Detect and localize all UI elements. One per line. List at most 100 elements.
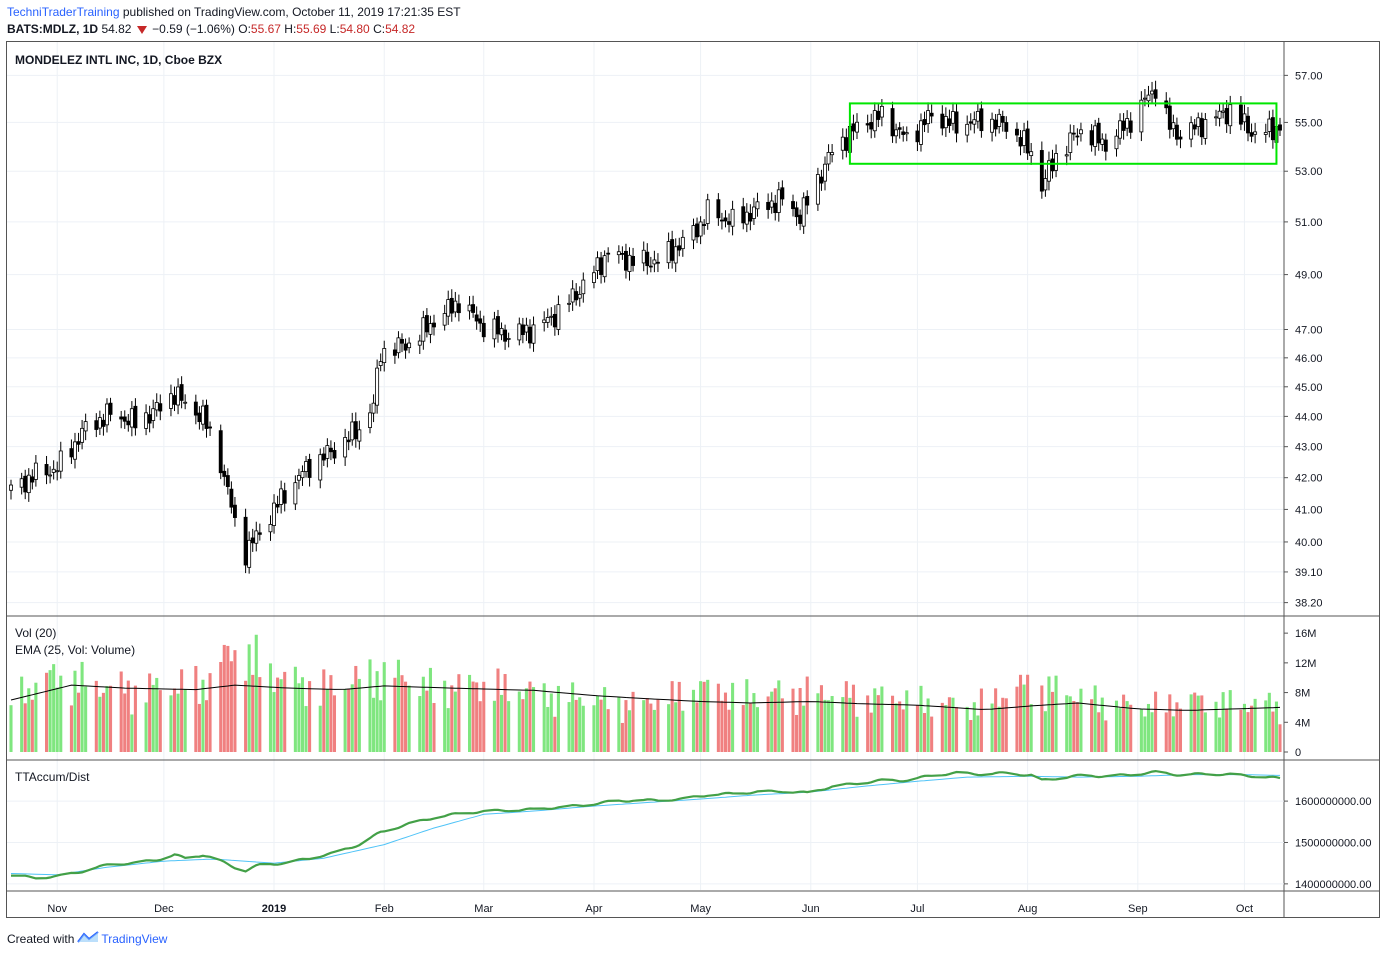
volume-bar xyxy=(34,682,38,752)
volume-bar xyxy=(1239,709,1243,752)
volume-bar xyxy=(492,700,496,752)
candle-body xyxy=(581,279,586,295)
candle-body xyxy=(528,326,532,344)
volume-bar xyxy=(1026,674,1030,752)
volume-bar xyxy=(851,684,855,752)
volume-bar xyxy=(930,716,934,752)
volume-bar xyxy=(450,685,454,752)
x-tick-label: Nov xyxy=(47,903,67,915)
price-y-tick-label: 51.00 xyxy=(1295,217,1323,229)
candle-body xyxy=(904,132,909,135)
chart-area[interactable]: Nov Dec 2019 Feb Mar Apr May Jun Jul Aug Sep Oct 57.… xyxy=(0,0,1387,930)
volume-bar xyxy=(549,693,553,752)
candle-body xyxy=(122,416,127,422)
candle-body xyxy=(748,212,753,222)
candle-body xyxy=(897,127,902,130)
candle-body xyxy=(776,189,781,213)
x-tick-label: Jun xyxy=(802,903,820,915)
volume-bar xyxy=(400,675,404,752)
volume-bar xyxy=(748,703,752,752)
volume-bar xyxy=(869,712,873,752)
candle-body xyxy=(1050,158,1055,172)
candle-body xyxy=(943,116,948,129)
volume-bar xyxy=(1118,708,1122,752)
volume-bar xyxy=(155,677,159,752)
candle-body xyxy=(275,504,280,508)
volume-bar xyxy=(578,697,582,752)
candle-body xyxy=(197,412,202,423)
volume-bar xyxy=(1203,712,1207,752)
candle-body xyxy=(1278,124,1282,131)
candle-body xyxy=(325,445,330,459)
candle-body xyxy=(947,118,952,126)
candle-body xyxy=(1004,122,1009,132)
volume-bar xyxy=(1114,700,1119,752)
accumdist-pane-title: TTAccum/Dist xyxy=(15,770,90,784)
volume-bar xyxy=(1267,692,1271,752)
volume-bar xyxy=(350,684,354,752)
volume-bar xyxy=(898,701,902,752)
candle-body xyxy=(645,251,650,267)
volume-bar xyxy=(556,685,560,752)
volume-bar xyxy=(546,706,550,752)
candle-body xyxy=(577,293,582,299)
volume-bar xyxy=(151,684,155,752)
volume-bar xyxy=(1218,717,1222,752)
volume-bar xyxy=(84,686,88,752)
candle-body xyxy=(499,328,504,336)
volume-bar xyxy=(766,696,770,752)
candle-body xyxy=(1068,132,1073,153)
volume-bar xyxy=(77,692,81,752)
candle-body xyxy=(169,393,173,409)
volume-bar xyxy=(1097,712,1101,752)
range-rectangle xyxy=(848,102,1278,165)
candle-body xyxy=(392,349,397,356)
volume-bar xyxy=(1054,675,1058,752)
tradingview-logo-icon xyxy=(77,931,99,946)
volume-bar xyxy=(372,697,376,752)
volume-bar xyxy=(329,675,333,752)
candle-body xyxy=(151,408,156,421)
volume-bar xyxy=(752,693,756,752)
accumdist-line xyxy=(10,769,1281,880)
volume-bar xyxy=(279,679,283,752)
volume-bar xyxy=(148,673,152,752)
candle-body xyxy=(620,253,625,255)
volume-bar xyxy=(23,703,27,752)
publisher-link[interactable]: TechniTraderTraining xyxy=(7,5,120,19)
volume-bar xyxy=(1129,704,1133,752)
candle-body xyxy=(990,118,995,133)
candle-body xyxy=(496,316,500,335)
candle-body xyxy=(673,246,678,264)
volume-bar xyxy=(375,671,379,752)
volume-bar xyxy=(1253,698,1257,752)
volume-bar xyxy=(48,670,52,752)
volume-bar xyxy=(972,702,976,752)
volume-bar xyxy=(720,700,724,752)
volume-y-tick-label: 4M xyxy=(1295,717,1310,729)
open-label: O: xyxy=(238,22,251,36)
candle-body xyxy=(805,195,810,206)
volume-bar xyxy=(503,674,507,752)
tradingview-link[interactable]: TradingView xyxy=(101,931,168,946)
candle-body xyxy=(1270,117,1275,141)
candle-body xyxy=(975,111,980,122)
candle-body xyxy=(371,402,376,414)
volume-bar xyxy=(926,698,930,752)
candle-body xyxy=(901,131,906,135)
candle-body xyxy=(741,206,746,224)
volume-bar xyxy=(1264,700,1268,752)
volume-bar xyxy=(1274,701,1278,752)
candle-body xyxy=(755,201,760,210)
volume-bar xyxy=(951,697,955,752)
volume-bar xyxy=(425,690,429,752)
candle-body xyxy=(1267,118,1272,132)
symbol-label: BATS:MDLZ, 1D xyxy=(7,22,99,36)
candle-body xyxy=(1096,122,1101,144)
volume-bar xyxy=(521,699,525,752)
price-y-tick-label: 43.00 xyxy=(1295,442,1323,454)
candle-body xyxy=(424,315,429,333)
volume-bar xyxy=(819,685,823,752)
candle-body xyxy=(819,176,824,184)
volume-bar xyxy=(681,710,685,752)
